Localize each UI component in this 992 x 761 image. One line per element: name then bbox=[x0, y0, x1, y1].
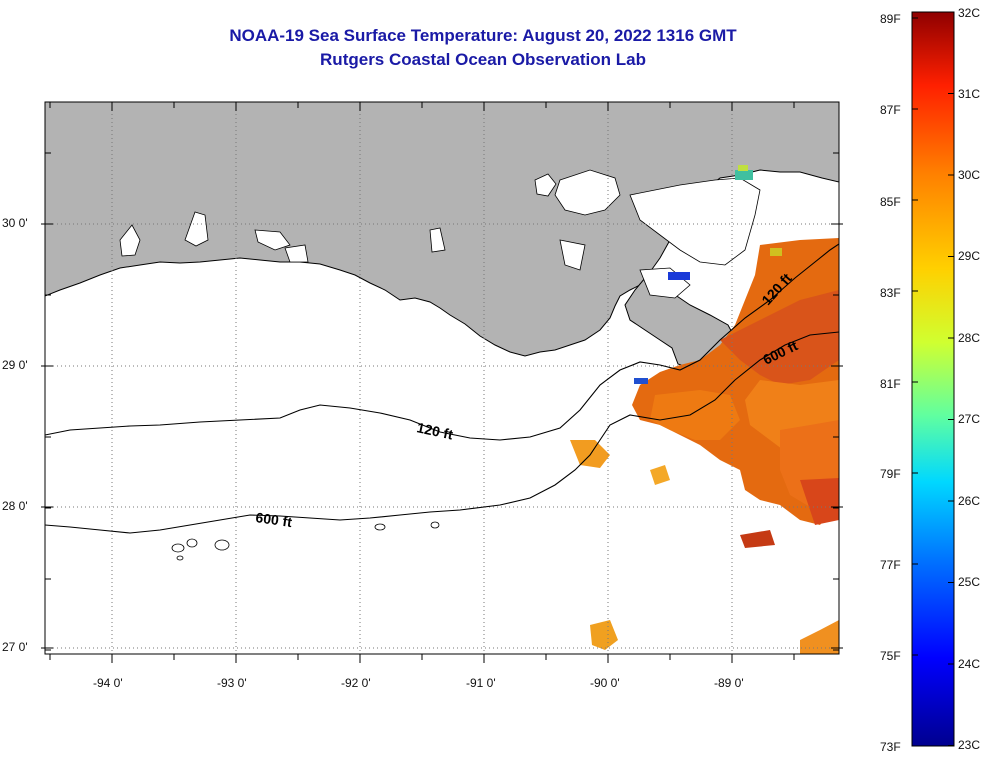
graticule bbox=[45, 102, 839, 654]
lon-label: -93 0' bbox=[217, 676, 247, 690]
colorbar-ticks bbox=[912, 11, 954, 747]
lat-label: 29 0' bbox=[2, 358, 28, 372]
colorbar-f-label: 75F bbox=[880, 649, 901, 663]
contour-label-600: 600 ft bbox=[255, 509, 294, 530]
colorbar-c-label: 32C bbox=[958, 6, 981, 20]
colorbar-f-label: 73F bbox=[880, 740, 901, 754]
colorbar-f-label: 81F bbox=[880, 377, 901, 391]
colorbar-c-label: 31C bbox=[958, 87, 981, 101]
colorbar-c-label: 30C bbox=[958, 168, 981, 182]
map-frame bbox=[44, 101, 840, 655]
contour-120ft bbox=[45, 243, 839, 441]
contour-600ft bbox=[45, 331, 839, 534]
colorbar-f-label: 89F bbox=[880, 12, 901, 26]
colorbar-c-label: 26C bbox=[958, 494, 981, 508]
colorbar-c-label: 27C bbox=[958, 412, 981, 426]
sst-data bbox=[570, 165, 839, 654]
lon-label: -91 0' bbox=[466, 676, 496, 690]
lat-label: 30 0' bbox=[2, 216, 28, 230]
lon-label: -92 0' bbox=[341, 676, 371, 690]
frame-ticks bbox=[41, 102, 843, 663]
colorbar-c-label: 25C bbox=[958, 575, 981, 589]
colorbar-f-label: 77F bbox=[880, 558, 901, 572]
lon-label: -90 0' bbox=[590, 676, 620, 690]
lat-label: 27 0' bbox=[2, 640, 28, 654]
colorbar-f-label: 85F bbox=[880, 195, 901, 209]
lon-label: -94 0' bbox=[93, 676, 123, 690]
lat-label: 28 0' bbox=[2, 499, 28, 513]
shoal-outlines bbox=[171, 521, 440, 561]
colorbar-f-label: 87F bbox=[880, 103, 901, 117]
colorbar-c-label: 23C bbox=[958, 738, 981, 752]
map-title: NOAA-19 Sea Surface Temperature: August … bbox=[229, 26, 737, 45]
colorbar-c-label: 28C bbox=[958, 331, 981, 345]
colorbar-f-label: 79F bbox=[880, 467, 901, 481]
colorbar-c-label: 29C bbox=[958, 249, 981, 263]
colorbar-f-label: 83F bbox=[880, 286, 901, 300]
lon-label: -89 0' bbox=[714, 676, 744, 690]
map-subtitle: Rutgers Coastal Ocean Observation Lab bbox=[320, 50, 646, 69]
inland-lakes bbox=[119, 169, 761, 299]
colorbar-c-label: 24C bbox=[958, 657, 981, 671]
colorbar bbox=[911, 11, 955, 747]
contour-label-120: 120 ft bbox=[415, 419, 454, 442]
